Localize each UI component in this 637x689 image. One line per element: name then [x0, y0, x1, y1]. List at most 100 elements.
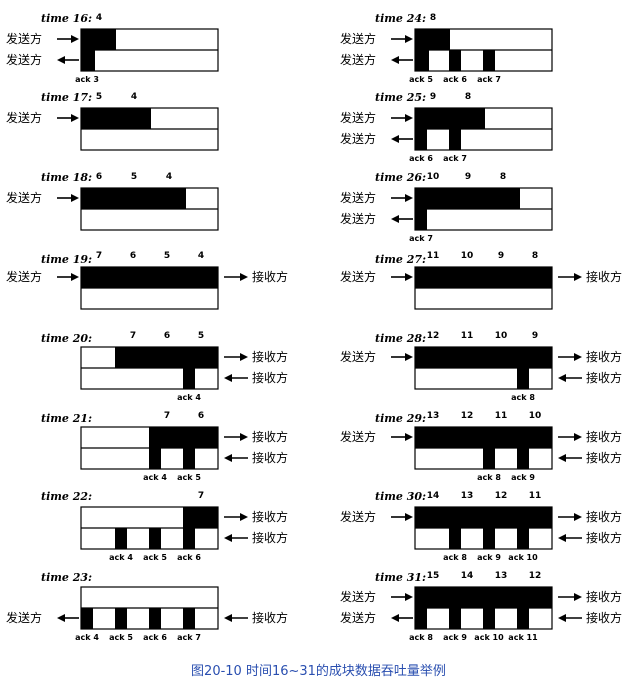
panel-24-ack-label: ack 5 [409, 75, 433, 84]
panel-24-ack-block-2 [483, 50, 495, 71]
panel-30-ack-block-0 [449, 528, 461, 549]
panel-26-time-label: time 26: [375, 171, 426, 184]
panel-30-segment-number: 13 [461, 491, 474, 501]
panel-31-segment-0 [415, 587, 449, 608]
panel-29-ack-block-0 [483, 448, 495, 469]
panel-18-segment-number: 4 [166, 172, 172, 182]
panel-19-sender-arrow-out-head [71, 273, 79, 281]
panel-25-ack-block-0 [415, 129, 427, 150]
panel-16-ack-label: ack 3 [75, 75, 99, 84]
panel-31-segment-3 [517, 587, 552, 608]
panel-20-ack-block-0 [183, 368, 195, 389]
panel-24-segment-number: 8 [430, 13, 436, 23]
panel-25-sender-arrow-out-head [405, 114, 413, 122]
panel-19-segment-3 [183, 267, 218, 288]
panel-31-sender-arrow-out-head [405, 593, 413, 601]
panel-24-sender-label: 发送方 [340, 52, 376, 67]
panel-19-receiver-arrow-in-head [240, 273, 248, 281]
panel-26-segment-number: 10 [427, 172, 440, 182]
panel-31-segment-1 [449, 587, 483, 608]
panel-29-receiver-arrow-out-head [558, 454, 566, 462]
panel-17-segment-number: 4 [131, 92, 137, 102]
panel-31-sender-arrow-in-head [391, 614, 399, 622]
panel-30-ack-label: ack 8 [443, 553, 467, 562]
panel-17-sender-label: 发送方 [6, 110, 42, 125]
panel-26-sender-arrow-out-head [405, 194, 413, 202]
panel-27-sender-label: 发送方 [340, 269, 376, 284]
panel-20-time-label: time 20: [41, 332, 92, 345]
panel-24-segment-0 [415, 29, 450, 50]
panel-23-ack-label: ack 5 [109, 633, 133, 642]
panel-21-ack-label: ack 4 [143, 473, 167, 482]
panel-20-receiver-arrow-in-head [240, 353, 248, 361]
panel-30-segment-number: 14 [427, 491, 440, 501]
panel-22-receiver-arrow-out-head [224, 534, 232, 542]
panel-19-sender-label: 发送方 [6, 269, 42, 284]
panel-18-segment-1 [116, 188, 151, 209]
panel-31-receiver-label: 接收方 [586, 610, 622, 625]
panel-22-time-label: time 22: [41, 490, 92, 503]
panel-21-ack-label: ack 5 [177, 473, 201, 482]
panel-31-receiver-arrow-in-head [574, 593, 582, 601]
panel-31-ack-label: ack 11 [508, 633, 538, 642]
panel-22-ack-label: ack 4 [109, 553, 133, 562]
panel-29-receiver-label: 接收方 [586, 429, 622, 444]
panel-26-segment-1 [450, 188, 485, 209]
panel-25-sender-label: 发送方 [340, 110, 376, 125]
panel-27-segment-3 [517, 267, 552, 288]
panel-29-ack-label: ack 9 [511, 473, 535, 482]
panel-25-sender-arrow-in-head [391, 135, 399, 143]
panel-23-receiver-arrow-out-head [224, 614, 232, 622]
panel-30-sender-label: 发送方 [340, 509, 376, 524]
panel-20-segment-number: 6 [164, 331, 170, 341]
panel-18-segment-number: 6 [96, 172, 102, 182]
panel-30-segment-3 [517, 507, 552, 528]
panel-23-ack-label: ack 6 [143, 633, 167, 642]
panel-19-receiver-label: 接收方 [252, 269, 288, 284]
panel-28-receiver-label: 接收方 [586, 349, 622, 364]
panel-26-sender-label: 发送方 [340, 211, 376, 226]
panel-21-receiver-arrow-in-head [240, 433, 248, 441]
panel-18-segment-number: 5 [131, 172, 137, 182]
panel-28-sender-arrow-out-head [405, 353, 413, 361]
panel-20-segment-2 [183, 347, 218, 368]
panel-29-segment-1 [449, 427, 483, 448]
panel-24-ack-block-1 [449, 50, 461, 71]
panel-24-ack-label: ack 7 [477, 75, 501, 84]
panel-17-sender-arrow-out-head [71, 114, 79, 122]
panel-16-sender-label: 发送方 [6, 52, 42, 67]
panel-18-sender-arrow-out-head [71, 194, 79, 202]
panel-26-segment-0 [415, 188, 450, 209]
panel-29-segment-number: 10 [529, 411, 542, 421]
panel-17-segment-0 [81, 108, 116, 129]
panel-25-ack-block-1 [449, 129, 461, 150]
panel-18-sender-label: 发送方 [6, 190, 42, 205]
panel-25-segment-number: 9 [430, 92, 436, 102]
panel-29-segment-number: 13 [427, 411, 440, 421]
panel-26-segment-2 [485, 188, 520, 209]
panel-24-ack-label: ack 6 [443, 75, 467, 84]
panel-30-ack-label: ack 10 [508, 553, 538, 562]
panel-30-sender-arrow-out-head [405, 513, 413, 521]
panel-27-receiver-label: 接收方 [586, 269, 622, 284]
panel-25-segment-1 [450, 108, 485, 129]
panel-19-time-label: time 19: [41, 253, 92, 266]
panel-21-segment-number: 6 [198, 411, 204, 421]
panel-28-segment-number: 11 [461, 331, 474, 341]
panel-22-ack-label: ack 6 [177, 553, 201, 562]
panel-29-segment-2 [483, 427, 517, 448]
panel-16-ack-block-0 [81, 50, 95, 71]
panel-26-segment-number: 9 [465, 172, 471, 182]
panel-23-ack-block-0 [81, 608, 93, 629]
panel-21-receiver-arrow-out-head [224, 454, 232, 462]
panel-29-ack-label: ack 8 [477, 473, 501, 482]
panel-20-ack-label: ack 4 [177, 393, 201, 402]
panel-30-receiver-label: 接收方 [586, 509, 622, 524]
panel-31-sender-label: 发送方 [340, 610, 376, 625]
panel-25-sender-label: 发送方 [340, 131, 376, 146]
panel-21-ack-block-1 [183, 448, 195, 469]
panel-28-segment-number: 12 [427, 331, 440, 341]
panel-29-time-label: time 29: [375, 412, 426, 425]
panel-28-ack-label: ack 8 [511, 393, 535, 402]
